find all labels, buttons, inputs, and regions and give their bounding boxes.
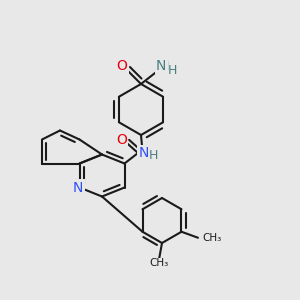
Text: O: O bbox=[116, 133, 127, 146]
Text: H: H bbox=[168, 64, 177, 77]
Text: N: N bbox=[139, 146, 149, 160]
Text: N: N bbox=[156, 59, 166, 73]
Text: O: O bbox=[117, 59, 128, 73]
Text: CH₃: CH₃ bbox=[149, 258, 169, 268]
Text: H: H bbox=[160, 59, 169, 73]
Text: CH₃: CH₃ bbox=[202, 233, 222, 243]
Text: H: H bbox=[148, 148, 158, 162]
Text: N: N bbox=[73, 181, 83, 194]
